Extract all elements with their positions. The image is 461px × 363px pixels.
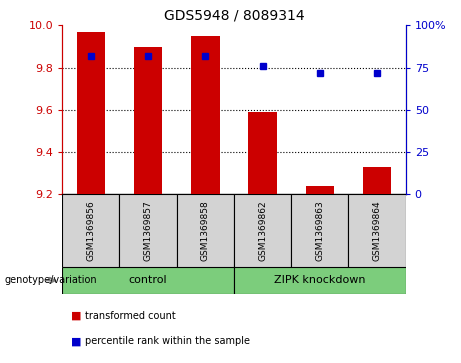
Text: GSM1369862: GSM1369862: [258, 200, 267, 261]
Bar: [248, 112, 277, 194]
Bar: [177, 194, 234, 267]
Text: GSM1369863: GSM1369863: [315, 200, 325, 261]
Bar: [62, 267, 234, 294]
Title: GDS5948 / 8089314: GDS5948 / 8089314: [164, 9, 304, 23]
Text: ■: ■: [71, 336, 82, 346]
Bar: [306, 186, 334, 194]
Text: control: control: [129, 276, 167, 285]
Bar: [134, 46, 162, 194]
Bar: [234, 267, 406, 294]
Text: GSM1369856: GSM1369856: [86, 200, 95, 261]
Bar: [191, 36, 219, 194]
Text: transformed count: transformed count: [85, 311, 176, 321]
Bar: [349, 194, 406, 267]
Text: GSM1369864: GSM1369864: [372, 200, 382, 261]
Text: ZIPK knockdown: ZIPK knockdown: [274, 276, 366, 285]
Text: ■: ■: [71, 311, 82, 321]
Bar: [363, 167, 391, 194]
Bar: [62, 194, 119, 267]
Bar: [77, 32, 105, 194]
Bar: [119, 194, 177, 267]
Text: GSM1369858: GSM1369858: [201, 200, 210, 261]
Text: genotype/variation: genotype/variation: [5, 276, 97, 285]
Bar: [234, 194, 291, 267]
Bar: [291, 194, 349, 267]
Text: percentile rank within the sample: percentile rank within the sample: [85, 336, 250, 346]
Text: GSM1369857: GSM1369857: [143, 200, 153, 261]
